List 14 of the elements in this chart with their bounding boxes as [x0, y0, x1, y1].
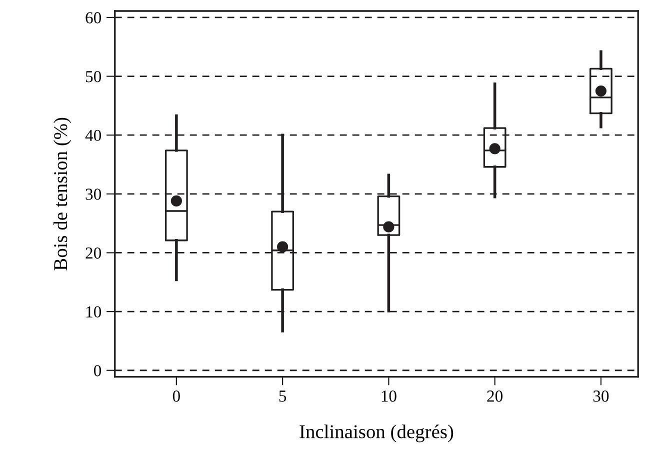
y-axis-title: Bois de tension (%) — [53, 118, 72, 270]
x-tick-label: 30 — [593, 390, 609, 402]
x-tick-label: 0 — [172, 390, 180, 402]
x-tick-label: 5 — [279, 390, 286, 402]
y-tick-label: 50 — [86, 71, 102, 82]
x-tick-label: 20 — [487, 390, 503, 402]
x-tick-label: 10 — [382, 390, 396, 402]
y-tick-label: 20 — [86, 247, 102, 259]
y-tick-label: 10 — [86, 306, 102, 318]
y-tick-label: 60 — [86, 12, 102, 24]
y-tick-label: 0 — [94, 365, 102, 376]
y-tick-label: 40 — [85, 130, 102, 142]
y-tick-label: 30 — [86, 188, 102, 200]
x-axis-title: Inclinaison (degrés) — [300, 424, 454, 442]
